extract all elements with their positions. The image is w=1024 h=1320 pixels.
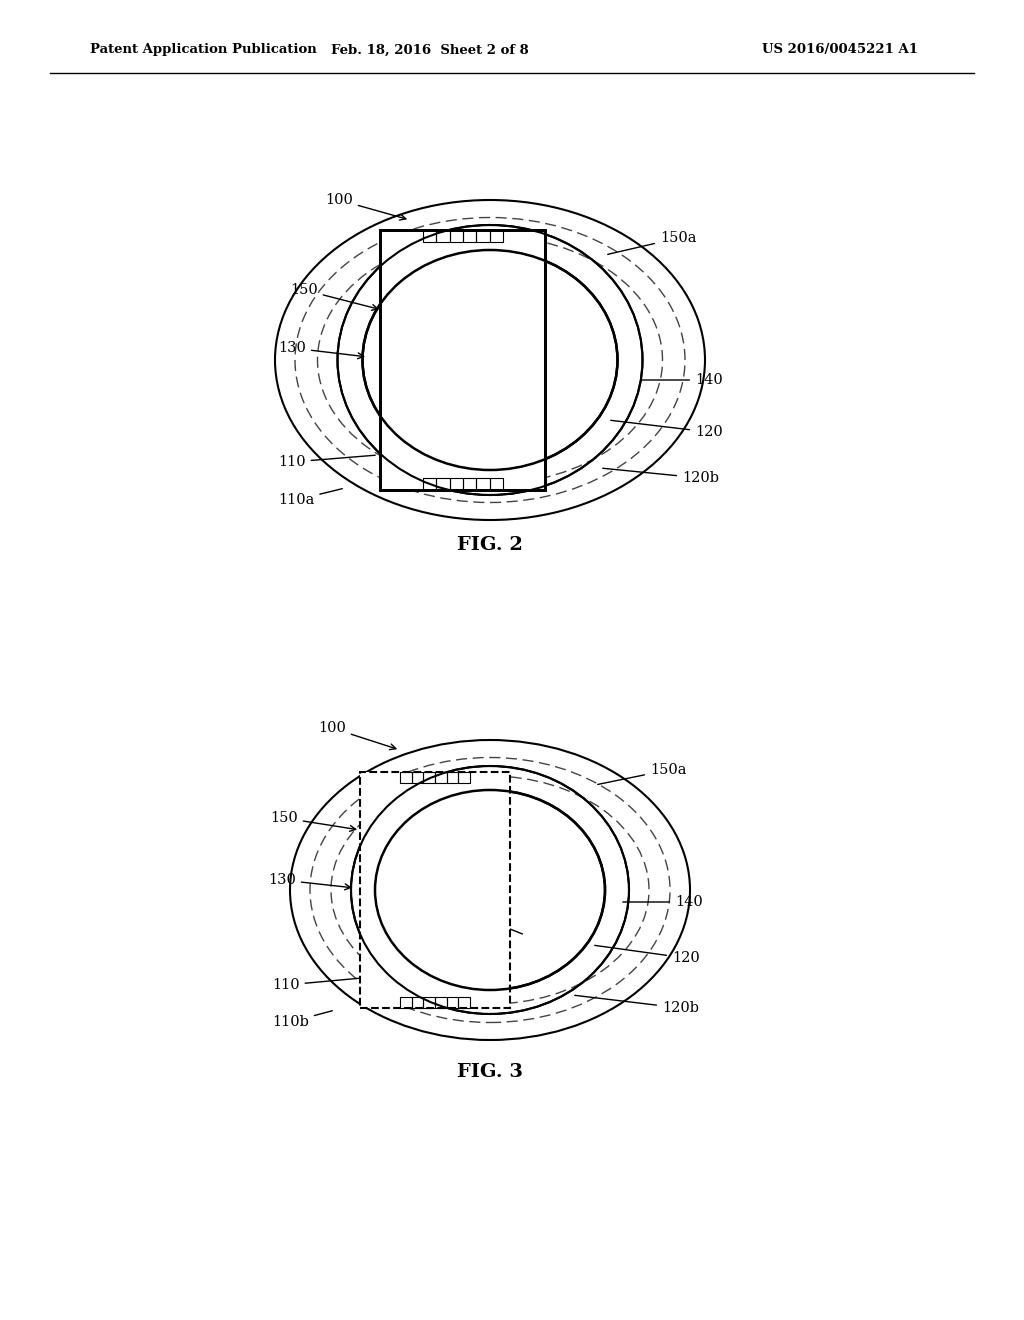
Bar [476, 478, 489, 490]
Bar [489, 478, 503, 490]
Text: 120: 120 [610, 420, 723, 440]
Bar [435, 997, 446, 1008]
Text: Patent Application Publication: Patent Application Publication [90, 44, 316, 57]
Bar [380, 230, 545, 490]
Bar [489, 230, 503, 242]
Bar [450, 478, 463, 490]
Text: Feb. 18, 2016  Sheet 2 of 8: Feb. 18, 2016 Sheet 2 of 8 [331, 44, 528, 57]
Text: US 2016/0045221 A1: US 2016/0045221 A1 [762, 44, 918, 57]
Text: 120b: 120b [603, 469, 719, 484]
Bar [446, 772, 459, 783]
Bar [423, 772, 435, 783]
Bar [400, 997, 412, 1008]
Bar [463, 230, 476, 242]
Text: FIG. 2: FIG. 2 [457, 536, 523, 554]
Text: FIG. 3: FIG. 3 [457, 1063, 523, 1081]
Bar [412, 772, 423, 783]
Text: 140: 140 [641, 374, 723, 387]
Text: 130: 130 [268, 873, 350, 890]
Text: 120b: 120b [574, 995, 699, 1015]
Bar [436, 478, 450, 490]
Bar [423, 997, 435, 1008]
Text: 110: 110 [278, 455, 375, 469]
Text: 110b: 110b [272, 1011, 333, 1030]
Bar [360, 772, 510, 1008]
Bar [423, 478, 436, 490]
Bar [400, 772, 412, 783]
Text: 150: 150 [290, 282, 378, 310]
Bar [476, 230, 489, 242]
Text: 150: 150 [270, 810, 355, 832]
Text: 100: 100 [318, 721, 396, 750]
Bar [380, 230, 545, 490]
Text: 110a: 110a [278, 488, 342, 507]
Text: 100: 100 [325, 193, 406, 220]
Bar [459, 772, 470, 783]
Text: 150a: 150a [598, 763, 686, 784]
Text: 140: 140 [623, 895, 702, 909]
Bar [450, 230, 463, 242]
Bar [423, 230, 436, 242]
Text: 130: 130 [278, 341, 364, 359]
Bar [446, 997, 459, 1008]
Bar [463, 478, 476, 490]
Text: 150a: 150a [607, 231, 696, 255]
Text: 120: 120 [595, 945, 699, 965]
Bar [436, 230, 450, 242]
Bar [459, 997, 470, 1008]
Bar [412, 997, 423, 1008]
Bar [435, 772, 446, 783]
Text: 110: 110 [272, 978, 359, 993]
